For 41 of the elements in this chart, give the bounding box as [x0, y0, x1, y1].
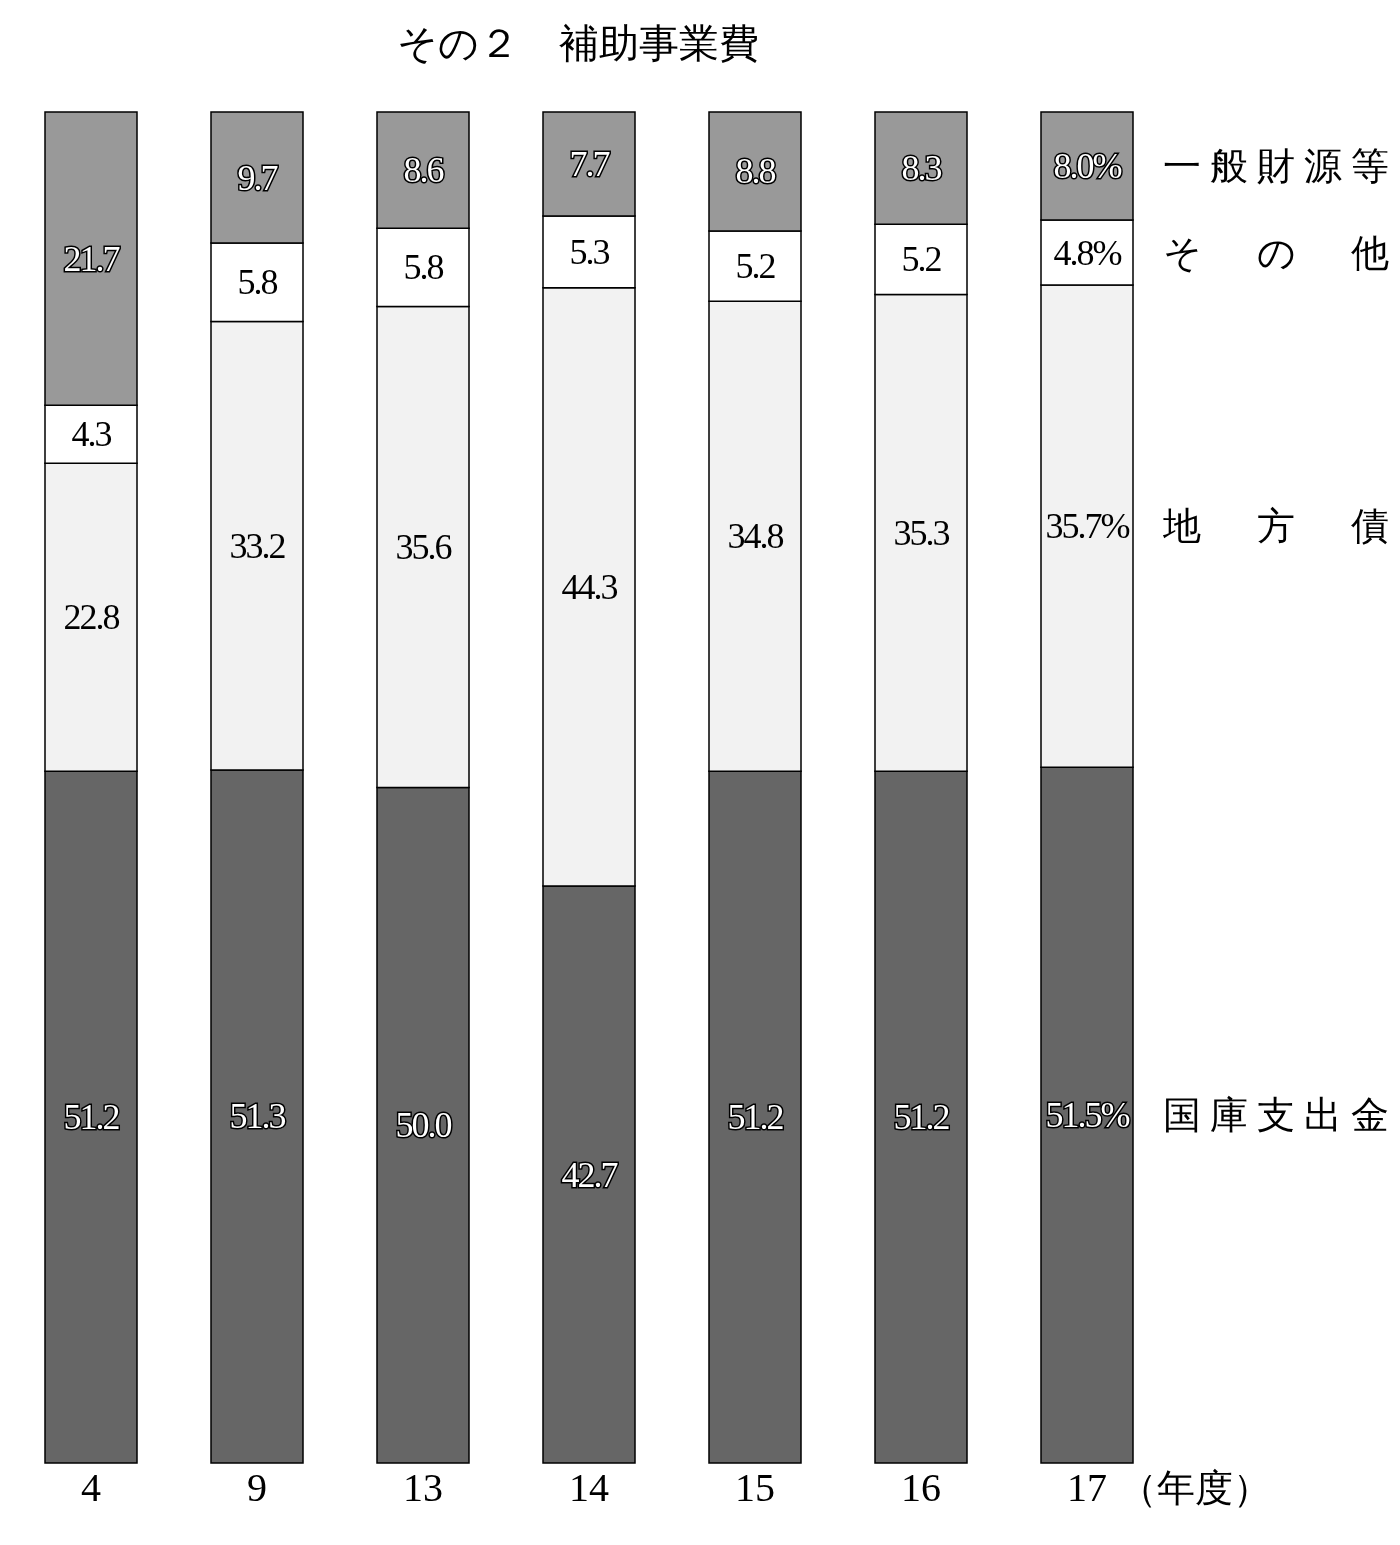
- data-label: 7.7: [569, 144, 610, 185]
- data-label: 51.2: [893, 1097, 950, 1138]
- data-label: 4.3: [71, 414, 112, 455]
- data-label: 5.8: [237, 262, 278, 303]
- data-label: 8.8: [735, 151, 776, 192]
- data-label: 51.3: [229, 1096, 286, 1137]
- data-label: 51.2: [63, 1097, 120, 1138]
- data-label: 35.6: [395, 527, 452, 568]
- data-label: 42.7: [561, 1154, 618, 1195]
- data-label: 50.0: [395, 1105, 452, 1146]
- chart-title: その２ 補助事業費: [396, 20, 760, 68]
- x-tick-label: 13: [403, 1465, 443, 1510]
- x-tick-label: 16: [901, 1465, 941, 1510]
- data-label: 8.0%: [1053, 146, 1122, 187]
- data-label: 35.3: [893, 512, 950, 553]
- data-label: 35.7%: [1045, 506, 1130, 547]
- x-tick-label: 9: [247, 1465, 267, 1510]
- x-tick-label: 4: [81, 1465, 101, 1510]
- data-label: 33.2: [229, 525, 286, 566]
- data-label: 44.3: [561, 566, 618, 607]
- series-label: その他: [1163, 231, 1389, 274]
- data-label: 21.7: [63, 238, 120, 279]
- data-label: 22.8: [63, 597, 120, 638]
- data-label: 5.3: [569, 231, 610, 272]
- series-label: 地方債: [1162, 505, 1389, 548]
- data-label: 51.5%: [1045, 1095, 1130, 1136]
- x-axis-title: （年度）: [1119, 1467, 1271, 1509]
- data-label: 9.7: [237, 157, 278, 198]
- data-label: 5.2: [735, 246, 776, 287]
- data-label: 51.2: [727, 1097, 784, 1138]
- data-label: 5.8: [403, 247, 444, 288]
- x-tick-label: 14: [569, 1465, 609, 1510]
- data-label: 4.8%: [1053, 232, 1122, 273]
- x-tick-label: 15: [735, 1465, 775, 1510]
- x-tick-label: 17: [1067, 1465, 1107, 1510]
- data-label: 34.8: [727, 516, 784, 557]
- data-label: 8.6: [403, 150, 444, 191]
- series-label: 国庫支出金: [1163, 1094, 1389, 1137]
- data-label: 5.2: [901, 239, 942, 280]
- series-label: 一般財源等: [1163, 145, 1389, 188]
- data-label: 8.3: [901, 148, 942, 189]
